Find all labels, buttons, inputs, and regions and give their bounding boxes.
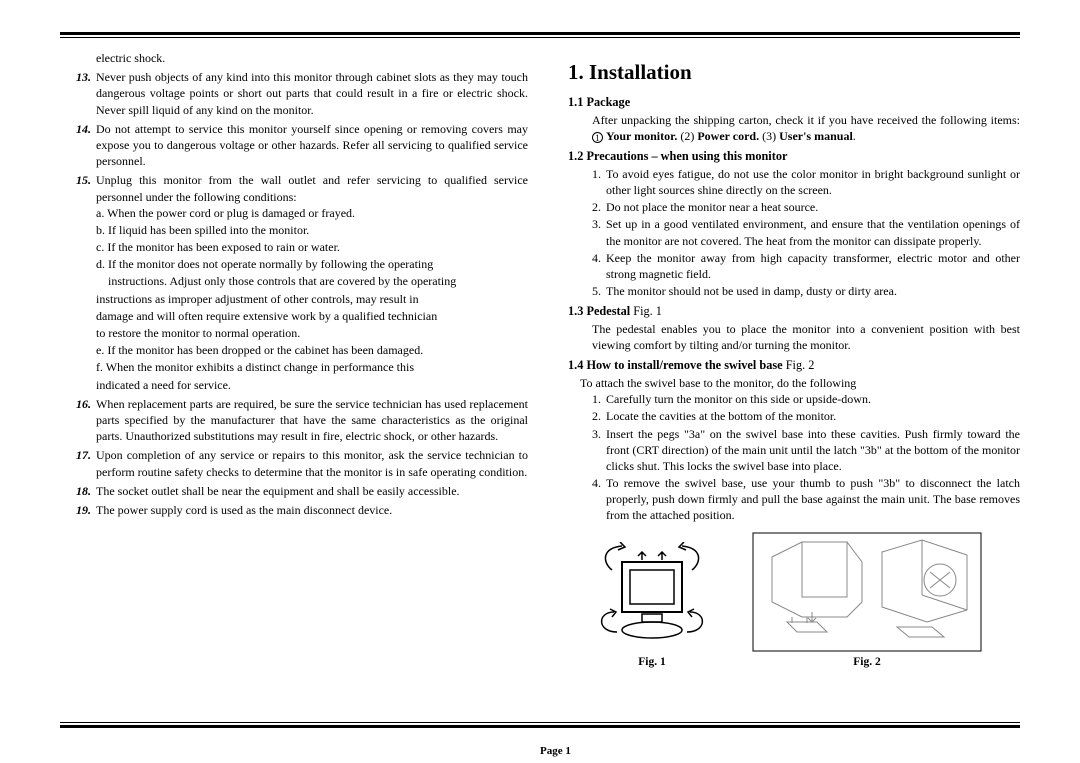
bottom-rule xyxy=(60,722,1020,728)
h-pedestal-text: 1.3 Pedestal xyxy=(568,304,630,318)
left-column: electric shock. 13. Never push objects o… xyxy=(60,50,528,713)
cond-d-cont: to restore the monitor to normal operati… xyxy=(96,325,528,341)
safety-item-17: 17. Upon completion of any service or re… xyxy=(76,447,528,479)
fig2-caption: Fig. 2 xyxy=(752,655,982,671)
figures-row: Fig. 1 Fig. 2 xyxy=(592,532,1020,671)
h-swivel-text: 1.4 How to install/remove the swivel bas… xyxy=(568,358,783,372)
circled-1-icon: 1 xyxy=(592,132,603,143)
item-number: 15. xyxy=(76,172,96,188)
sub-conditions: a. When the power cord or plug is damage… xyxy=(96,205,528,393)
item-number: 19. xyxy=(76,502,96,518)
h-pedestal-fig: Fig. 1 xyxy=(633,304,662,318)
continued-text: electric shock. xyxy=(96,50,528,66)
step-2: 2.Locate the cavities at the bottom of t… xyxy=(592,408,1020,424)
pedestal-body: The pedestal enables you to place the mo… xyxy=(592,321,1020,353)
cond-d: d. If the monitor does not operate norma… xyxy=(96,256,528,272)
installation-heading: 1. Installation xyxy=(568,58,1020,86)
safety-item-15: 15. Unplug this monitor from the wall ou… xyxy=(76,172,528,392)
right-column: 1. Installation 1.1 Package After unpack… xyxy=(568,50,1020,713)
item-text: The socket outlet shall be near the equi… xyxy=(96,483,528,499)
item-number: 17. xyxy=(76,447,96,463)
prec-2: 2.Do not place the monitor near a heat s… xyxy=(592,199,1020,215)
safety-list: 13. Never push objects of any kind into … xyxy=(76,69,528,518)
cond-d-cont: instructions. Adjust only those controls… xyxy=(96,273,528,289)
cond-f-cont: indicated a need for service. xyxy=(96,377,528,393)
step-3: 3.Insert the pegs "3a" on the swivel bas… xyxy=(592,426,1020,475)
two-column-layout: electric shock. 13. Never push objects o… xyxy=(60,50,1020,713)
item-text: Upon completion of any service or repair… xyxy=(96,447,528,479)
precautions-list: 1.To avoid eyes fatigue, do not use the … xyxy=(592,166,1020,300)
cond-d-cont: damage and will often require extensive … xyxy=(96,308,528,324)
cond-a: a. When the power cord or plug is damage… xyxy=(96,205,528,221)
swivel-base-install-icon xyxy=(752,532,982,652)
item-text: The power supply cord is used as the mai… xyxy=(96,502,528,518)
package-text: After unpacking the shipping carton, che… xyxy=(592,113,1020,127)
page-number: Page 1 xyxy=(540,745,571,757)
cond-c: c. If the monitor has been exposed to ra… xyxy=(96,239,528,255)
h-swivel: 1.4 How to install/remove the swivel bas… xyxy=(568,357,1020,374)
safety-item-13: 13. Never push objects of any kind into … xyxy=(76,69,528,118)
item-number: 16. xyxy=(76,396,96,412)
package-body: After unpacking the shipping carton, che… xyxy=(592,112,1020,144)
cond-f: f. When the monitor exhibits a distinct … xyxy=(96,359,528,375)
h-pedestal: 1.3 Pedestal Fig. 1 xyxy=(568,303,1020,320)
pkg-b: Power cord. xyxy=(697,129,759,143)
item-number: 18. xyxy=(76,483,96,499)
cond-b: b. If liquid has been spilled into the m… xyxy=(96,222,528,238)
figure-2: Fig. 2 xyxy=(752,532,982,671)
safety-item-19: 19. The power supply cord is used as the… xyxy=(76,502,528,518)
figure-1: Fig. 1 xyxy=(592,542,712,671)
h-swivel-fig: Fig. 2 xyxy=(786,358,815,372)
prec-3: 3.Set up in a good ventilated environmen… xyxy=(592,216,1020,248)
swivel-lead: To attach the swivel base to the monitor… xyxy=(580,375,1020,391)
pkg-a: Your monitor. xyxy=(606,129,677,143)
swivel-steps: 1.Carefully turn the monitor on this sid… xyxy=(592,391,1020,524)
item-number: 14. xyxy=(76,121,96,137)
item-text: Never push objects of any kind into this… xyxy=(96,69,528,118)
step-1: 1.Carefully turn the monitor on this sid… xyxy=(592,391,1020,407)
h-precautions: 1.2 Precautions – when using this monito… xyxy=(568,148,1020,165)
prec-1: 1.To avoid eyes fatigue, do not use the … xyxy=(592,166,1020,198)
safety-item-14: 14. Do not attempt to service this monit… xyxy=(76,121,528,170)
h-package: 1.1 Package xyxy=(568,94,1020,111)
item-number: 13. xyxy=(76,69,96,85)
pkg-c: User's manual xyxy=(779,129,853,143)
monitor-swivel-icon xyxy=(592,542,712,652)
item-text: Do not attempt to service this monitor y… xyxy=(96,121,528,170)
step-4: 4.To remove the swivel base, use your th… xyxy=(592,475,1020,524)
item-text: Unplug this monitor from the wall outlet… xyxy=(96,172,528,204)
cond-d-cont: instructions as improper adjustment of o… xyxy=(96,291,528,307)
safety-item-16: 16. When replacement parts are required,… xyxy=(76,396,528,445)
fig1-caption: Fig. 1 xyxy=(592,655,712,671)
cond-e: e. If the monitor has been dropped or th… xyxy=(96,342,528,358)
safety-item-18: 18. The socket outlet shall be near the … xyxy=(76,483,528,499)
item-text: When replacement parts are required, be … xyxy=(96,396,528,445)
prec-4: 4.Keep the monitor away from high capaci… xyxy=(592,250,1020,282)
prec-5: 5.The monitor should not be used in damp… xyxy=(592,283,1020,299)
top-rule xyxy=(60,32,1020,38)
